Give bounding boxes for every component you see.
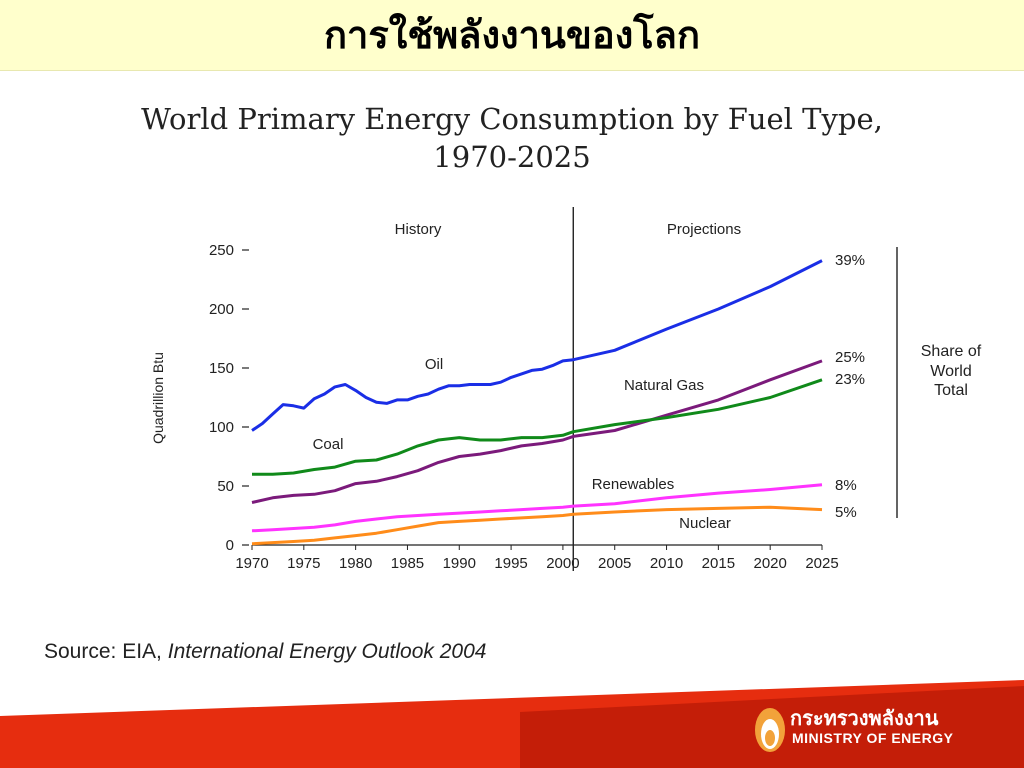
flame-icon bbox=[755, 708, 785, 752]
series-line-renewables bbox=[251, 483, 823, 533]
y-tick-label: 150 bbox=[209, 360, 234, 377]
x-tick-label: 2005 bbox=[598, 555, 631, 572]
source-prefix: Source: EIA, bbox=[44, 640, 168, 663]
x-tick-label: 1985 bbox=[391, 555, 424, 572]
chart-subtitle: 1970-2025 bbox=[433, 140, 591, 174]
x-tick-label: 1980 bbox=[339, 555, 372, 572]
series-label-renewables: Renewables bbox=[592, 476, 675, 493]
y-axis-label: Quadrillion Btu bbox=[150, 352, 166, 444]
x-tick-label: 2000 bbox=[546, 555, 579, 572]
x-tick-label: 1995 bbox=[494, 555, 527, 572]
series-line-coal bbox=[252, 378, 823, 476]
series-label-natural-gas: Natural Gas bbox=[624, 377, 704, 394]
chart-title: World Primary Energy Consumption by Fuel… bbox=[141, 102, 883, 136]
history-label: History bbox=[395, 221, 442, 238]
share-caption-line1: Share of bbox=[921, 343, 982, 360]
chart-labels: History Projections Oil Natural Gas Coal Rene… bbox=[313, 221, 982, 532]
slide-title: การใช้พลังงานของโลก bbox=[324, 13, 700, 57]
share-label-renewables: 8% bbox=[835, 477, 857, 494]
x-tick-label: 2025 bbox=[805, 555, 838, 572]
ministry-logo bbox=[755, 708, 785, 752]
source-publication: International Energy Outlook 2004 bbox=[167, 640, 487, 663]
x-tick-label: 1975 bbox=[287, 555, 320, 572]
series-line-oil bbox=[251, 259, 823, 432]
share-label-natural-gas: 25% bbox=[835, 349, 865, 366]
x-tick-label: 2015 bbox=[702, 555, 735, 572]
share-label-nuclear: 5% bbox=[835, 504, 857, 521]
series-label-coal: Coal bbox=[313, 436, 344, 453]
logo-english-text: MINISTRY OF ENERGY bbox=[792, 730, 954, 746]
chart-axes: 0 50 100 150 200 250 1970 1975 1980 1985 1990 1995 2… bbox=[150, 207, 839, 572]
y-tick-label: 200 bbox=[209, 301, 234, 318]
share-label-coal: 23% bbox=[835, 371, 865, 388]
x-tick-label: 2010 bbox=[650, 555, 683, 572]
series-label-oil: Oil bbox=[425, 356, 443, 373]
series-line-nuclear bbox=[251, 505, 823, 546]
y-tick-label: 100 bbox=[209, 419, 234, 436]
y-tick-label: 50 bbox=[217, 478, 234, 495]
x-tick-label: 1970 bbox=[235, 555, 268, 572]
energy-line-chart: 0 50 100 150 200 250 1970 1975 1980 1985 1990 1995 2… bbox=[150, 207, 982, 572]
logo-thai-text: กระทรวงพลังงาน bbox=[790, 706, 939, 730]
x-tick-label: 2020 bbox=[753, 555, 786, 572]
share-caption-line3: Total bbox=[934, 382, 968, 399]
y-tick-label: 250 bbox=[209, 242, 234, 259]
projections-label: Projections bbox=[667, 221, 741, 238]
chart-title-block: World Primary Energy Consumption by Fuel… bbox=[40, 100, 984, 176]
x-tick-label: 1990 bbox=[443, 555, 476, 572]
share-label-oil: 39% bbox=[835, 252, 865, 269]
series-line-natural-gas bbox=[251, 359, 823, 504]
series-label-nuclear: Nuclear bbox=[679, 515, 731, 532]
y-tick-label: 0 bbox=[226, 537, 234, 554]
chart-series bbox=[251, 259, 823, 546]
title-band bbox=[0, 0, 1024, 71]
share-caption-line2: World bbox=[930, 363, 972, 380]
source-note: Source: EIA, International Energy Outloo… bbox=[44, 640, 486, 664]
